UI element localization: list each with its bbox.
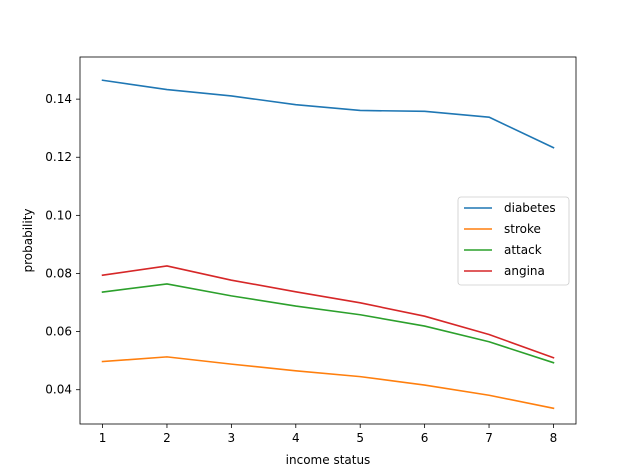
legend-label-stroke: stroke bbox=[504, 222, 541, 236]
y-tick-label: 0.08 bbox=[45, 266, 72, 280]
x-axis-ticks: 1 2 3 4 5 6 7 8 bbox=[99, 424, 558, 445]
y-axis-label: probability bbox=[21, 208, 35, 272]
x-tick-label: 4 bbox=[292, 431, 300, 445]
y-tick-label: 0.12 bbox=[45, 150, 72, 164]
legend: diabetes stroke attack angina bbox=[457, 196, 570, 286]
y-tick-label: 0.14 bbox=[45, 92, 72, 106]
x-tick-label: 5 bbox=[356, 431, 364, 445]
legend-box bbox=[457, 196, 570, 286]
legend-label-angina: angina bbox=[504, 264, 545, 278]
x-axis-label: income status bbox=[286, 453, 371, 467]
series-line-attack bbox=[101, 283, 555, 364]
x-tick-label: 2 bbox=[163, 431, 171, 445]
x-tick-label: 8 bbox=[550, 431, 558, 445]
legend-label-diabetes: diabetes bbox=[504, 201, 556, 215]
series-line-diabetes bbox=[101, 79, 555, 149]
legend-label-attack: attack bbox=[504, 243, 542, 257]
y-tick-label: 0.06 bbox=[45, 325, 72, 339]
x-tick-label: 7 bbox=[485, 431, 493, 445]
x-tick-label: 3 bbox=[228, 431, 236, 445]
y-tick-label: 0.04 bbox=[45, 383, 72, 397]
series-line-stroke bbox=[101, 356, 555, 410]
y-axis-ticks: 0.04 0.06 0.08 0.10 0.12 0.14 bbox=[45, 92, 80, 397]
series-line-angina bbox=[101, 265, 555, 359]
y-tick-label: 0.10 bbox=[45, 208, 72, 222]
x-tick-label: 1 bbox=[99, 431, 107, 445]
axes-frame bbox=[79, 56, 577, 425]
series-layer bbox=[101, 79, 555, 410]
x-tick-label: 6 bbox=[421, 431, 429, 445]
